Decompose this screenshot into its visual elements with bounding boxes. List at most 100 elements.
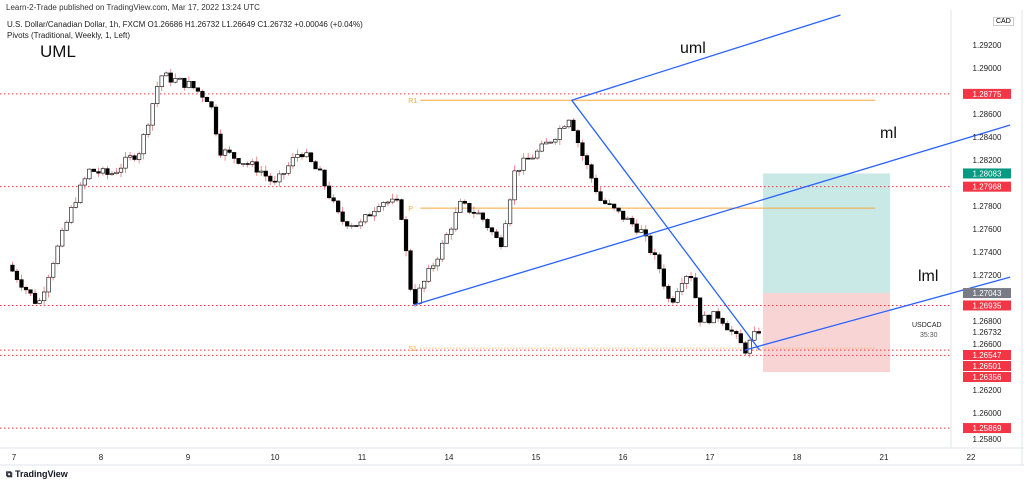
candle-bullish <box>372 210 377 217</box>
candle-bullish <box>51 263 56 278</box>
price-tag-label: 1.26356 <box>973 373 1002 382</box>
candle-bullish <box>155 86 160 104</box>
price-tick-label: 1.27800 <box>973 202 1002 211</box>
candle-bearish <box>403 219 409 252</box>
time-tick-label: 22 <box>967 453 976 462</box>
time-tick-label: 18 <box>793 453 802 462</box>
candle-bearish <box>412 289 418 304</box>
candle-bearish <box>245 163 250 165</box>
candle-bullish <box>557 128 562 140</box>
candle-bearish <box>494 231 499 238</box>
price-tick-label: 1.28200 <box>973 156 1002 165</box>
candle-bullish <box>177 77 182 80</box>
candle-bearish <box>209 101 214 108</box>
candle-bullish <box>141 134 146 155</box>
currency-badge[interactable]: CAD <box>993 17 1014 26</box>
candle-bearish <box>322 169 327 187</box>
bar-countdown: 35:30 <box>920 332 938 339</box>
candle-bearish <box>28 289 33 294</box>
candle-bearish <box>340 211 345 222</box>
candle-bullish <box>548 141 553 144</box>
price-tick-label: 1.27400 <box>973 248 1002 257</box>
time-tick-label: 21 <box>880 453 889 462</box>
candle-bearish <box>23 287 29 291</box>
candle-bullish <box>444 234 449 244</box>
price-tag-bg <box>963 300 1011 311</box>
candle-bearish <box>10 264 15 272</box>
candle-bearish <box>213 106 219 135</box>
candle-bullish <box>453 212 458 230</box>
candle-bullish <box>186 81 191 88</box>
candle-bearish <box>272 180 277 183</box>
candle-bullish <box>222 149 228 156</box>
price-tag-bg <box>963 372 1011 382</box>
symbol-label: USDCAD <box>912 322 942 329</box>
symbol-ohlc[interactable]: U.S. Dollar/Canadian Dollar, 1h, FXCM O1… <box>7 20 363 29</box>
candle-bullish <box>146 124 151 135</box>
price-tag-label: 1.27968 <box>973 183 1002 192</box>
candle-bearish <box>743 342 748 354</box>
candle-bearish <box>612 203 617 209</box>
candle-bearish <box>471 211 476 214</box>
candle-bearish <box>394 198 400 201</box>
price-tick-label: 1.26200 <box>973 386 1002 395</box>
price-tick-label: 1.25800 <box>973 435 1002 444</box>
candle-bearish <box>367 214 372 217</box>
candle-bullish <box>381 202 386 207</box>
candle-bullish <box>42 291 47 302</box>
candle-bullish <box>277 173 282 183</box>
candle-bearish <box>204 97 210 102</box>
time-tick-label: 9 <box>186 453 191 462</box>
candle-bullish <box>159 75 164 87</box>
candle-bullish <box>426 268 431 282</box>
price-tag-label: 1.26501 <box>973 362 1002 371</box>
candle-bullish <box>363 214 368 223</box>
candle-bearish <box>616 207 621 212</box>
price-tick-label: 1.28600 <box>973 110 1002 119</box>
price-tag-label: 1.26935 <box>973 301 1002 310</box>
candle-bearish <box>336 200 341 213</box>
price-tick-label: 1.29000 <box>973 64 1002 73</box>
candle-bullish <box>290 157 296 167</box>
candle-bullish <box>304 152 309 158</box>
candle-bearish <box>575 130 581 144</box>
price-tag-bg <box>963 423 1011 434</box>
candle-bearish <box>589 164 594 179</box>
candle-bullish <box>164 72 169 77</box>
candle-bullish <box>281 173 286 175</box>
candle-bearish <box>666 285 671 299</box>
candle-bullish <box>512 170 517 201</box>
candle-bearish <box>462 201 467 204</box>
candle-bullish <box>639 229 644 233</box>
ml-label: ml <box>880 125 897 142</box>
candle-bearish <box>200 90 205 98</box>
price-tag-label: 1.28775 <box>973 90 1002 99</box>
candle-bearish <box>630 217 635 225</box>
candle-bullish <box>422 280 427 289</box>
candle-bearish <box>308 152 314 162</box>
candle-bearish <box>584 155 590 166</box>
candle-bearish <box>729 329 734 332</box>
publisher-line: Learn-2-Trade published on TradingView.c… <box>6 3 260 12</box>
candle-bearish <box>657 254 662 270</box>
candle-bullish <box>521 157 526 171</box>
candle-bullish <box>37 300 42 304</box>
candle-bullish <box>46 276 51 293</box>
candle-bullish <box>458 201 463 213</box>
candle-bearish <box>480 212 486 220</box>
time-tick-label: 17 <box>706 453 715 462</box>
candle-bearish <box>467 203 472 213</box>
tradingview-logo: ⧉ TradingView <box>6 469 68 479</box>
price-tag-bg <box>963 181 1011 192</box>
candle-bearish <box>688 276 694 279</box>
candle-bullish <box>507 199 513 225</box>
price-tag-bg <box>963 361 1011 371</box>
candle-bullish <box>431 265 436 269</box>
candle-bearish <box>598 191 603 201</box>
candle-bearish <box>254 161 259 173</box>
indicator-label[interactable]: Pivots (Traditional, Weekly, 1, Left) <box>7 31 131 40</box>
candle-bullish <box>109 173 115 176</box>
candle-bullish <box>747 339 752 354</box>
candle-bullish <box>539 143 544 152</box>
